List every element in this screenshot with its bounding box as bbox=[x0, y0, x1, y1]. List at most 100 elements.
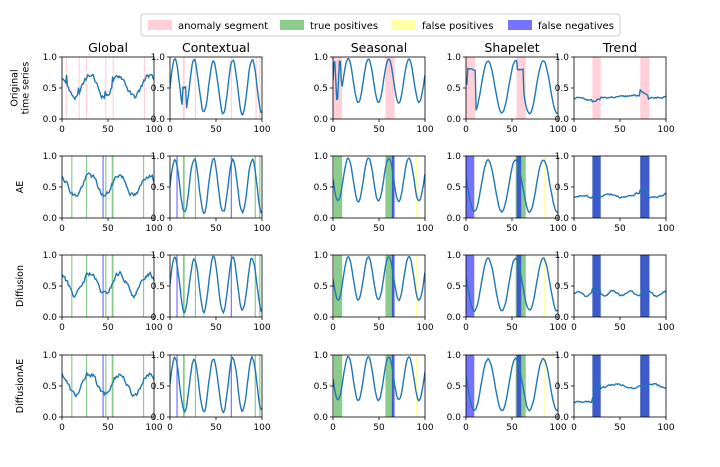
x-tick-label: 50 bbox=[614, 323, 626, 333]
tp-band bbox=[333, 355, 343, 417]
fn-band bbox=[516, 156, 522, 218]
tp-band bbox=[259, 156, 261, 218]
y-tick-label: 0.0 bbox=[151, 214, 166, 224]
x-tick-label: 100 bbox=[549, 224, 566, 234]
tp-band bbox=[182, 355, 185, 417]
x-tick-label: 100 bbox=[657, 125, 674, 135]
tp-band bbox=[182, 255, 185, 317]
fn-band bbox=[391, 255, 395, 317]
tp-band bbox=[194, 156, 197, 218]
y-tick-label: 1.0 bbox=[151, 351, 166, 361]
tp-band bbox=[259, 355, 261, 417]
y-tick-label: 1.0 bbox=[151, 53, 166, 63]
series-line bbox=[574, 287, 666, 298]
column-title: Trend bbox=[602, 40, 637, 55]
fn-band bbox=[176, 355, 178, 417]
tp-band bbox=[254, 255, 256, 317]
tp-band bbox=[194, 355, 197, 417]
panel-trend-row0: 0 50 100 0.0 0.5 1.0 bbox=[555, 53, 675, 135]
y-tick-label: 1.0 bbox=[43, 152, 58, 162]
tp-band bbox=[71, 355, 73, 417]
tp-band bbox=[385, 355, 394, 417]
series-line bbox=[170, 157, 262, 215]
legend-swatch bbox=[508, 20, 532, 30]
fp-band bbox=[544, 355, 547, 417]
x-tick-label: 50 bbox=[102, 125, 114, 135]
tp-band bbox=[385, 255, 394, 317]
y-tick-label: 0.5 bbox=[43, 282, 57, 292]
fn-band bbox=[102, 355, 104, 417]
y-tick-label: 0.0 bbox=[151, 115, 166, 125]
panel-seasonal-row3: 0 50 100 0.0 0.5 1.0 bbox=[314, 351, 434, 433]
y-tick-label: 0.5 bbox=[555, 282, 569, 292]
tp-band bbox=[105, 156, 107, 218]
y-tick-label: 0.5 bbox=[555, 183, 569, 193]
y-tick-label: 0.0 bbox=[43, 413, 58, 423]
x-tick-label: 50 bbox=[102, 423, 114, 433]
fn-band bbox=[592, 156, 601, 218]
x-tick-label: 100 bbox=[145, 224, 162, 234]
x-tick-label: 100 bbox=[253, 125, 270, 135]
column-title: Contextual bbox=[182, 40, 250, 55]
anomaly-band bbox=[259, 57, 261, 119]
fn-band bbox=[592, 255, 601, 317]
y-tick-label: 0.5 bbox=[555, 84, 569, 94]
tp-band bbox=[111, 355, 114, 417]
x-tick-label: 0 bbox=[59, 423, 65, 433]
tp-band bbox=[259, 255, 261, 317]
y-tick-label: 0.5 bbox=[314, 382, 328, 392]
y-tick-label: 1.0 bbox=[151, 251, 166, 261]
y-tick-label: 0.0 bbox=[555, 413, 570, 423]
x-tick-label: 50 bbox=[373, 224, 385, 234]
x-tick-label: 100 bbox=[253, 323, 270, 333]
y-tick-label: 1.0 bbox=[555, 251, 570, 261]
series-line bbox=[333, 157, 425, 203]
x-tick-label: 100 bbox=[416, 423, 433, 433]
series-line bbox=[574, 188, 666, 199]
series-line bbox=[62, 371, 154, 398]
x-tick-label: 50 bbox=[210, 423, 222, 433]
panel-trend-row1: 0 50 100 0.0 0.5 1.0 bbox=[555, 152, 675, 234]
row-label-line: Diffusion bbox=[15, 265, 26, 307]
fp-band bbox=[415, 255, 418, 317]
fn-band bbox=[230, 156, 232, 218]
y-tick-label: 0.5 bbox=[314, 84, 328, 94]
row-labels: Original time series AE Diffusion DiffusionA… bbox=[10, 62, 32, 414]
fn-band bbox=[102, 156, 104, 218]
tp-band bbox=[71, 255, 73, 317]
row-label-line: DiffusionAE bbox=[15, 359, 26, 413]
series-line bbox=[62, 172, 154, 198]
y-tick-label: 0.5 bbox=[43, 84, 57, 94]
tp-band bbox=[182, 156, 185, 218]
x-tick-label: 0 bbox=[167, 224, 173, 234]
series-line bbox=[62, 270, 154, 300]
fp-band bbox=[544, 255, 547, 317]
anomaly-band bbox=[592, 57, 601, 119]
x-tick-label: 50 bbox=[506, 323, 518, 333]
legend-label: true positives bbox=[310, 21, 378, 32]
anomaly-band bbox=[640, 57, 650, 119]
row-label: DiffusionAE bbox=[15, 359, 26, 413]
panel-contextual-row2: 0 50 100 0.0 0.5 1.0 bbox=[151, 251, 271, 333]
y-tick-label: 0.5 bbox=[151, 282, 165, 292]
x-tick-label: 100 bbox=[657, 423, 674, 433]
tp-band bbox=[385, 156, 394, 218]
y-tick-label: 0.5 bbox=[151, 382, 165, 392]
legend-frame bbox=[140, 13, 621, 37]
x-tick-label: 100 bbox=[549, 423, 566, 433]
tp-band bbox=[111, 156, 114, 218]
y-tick-label: 1.0 bbox=[314, 351, 329, 361]
tp-band bbox=[194, 255, 197, 317]
tp-band bbox=[111, 255, 114, 317]
anomaly-band bbox=[194, 57, 197, 119]
series-line bbox=[333, 355, 425, 402]
row-label-line: time series bbox=[21, 62, 32, 115]
y-tick-label: 1.0 bbox=[447, 53, 462, 63]
y-tick-label: 0.5 bbox=[555, 382, 569, 392]
y-tick-label: 0.0 bbox=[555, 115, 570, 125]
x-tick-label: 100 bbox=[145, 125, 162, 135]
